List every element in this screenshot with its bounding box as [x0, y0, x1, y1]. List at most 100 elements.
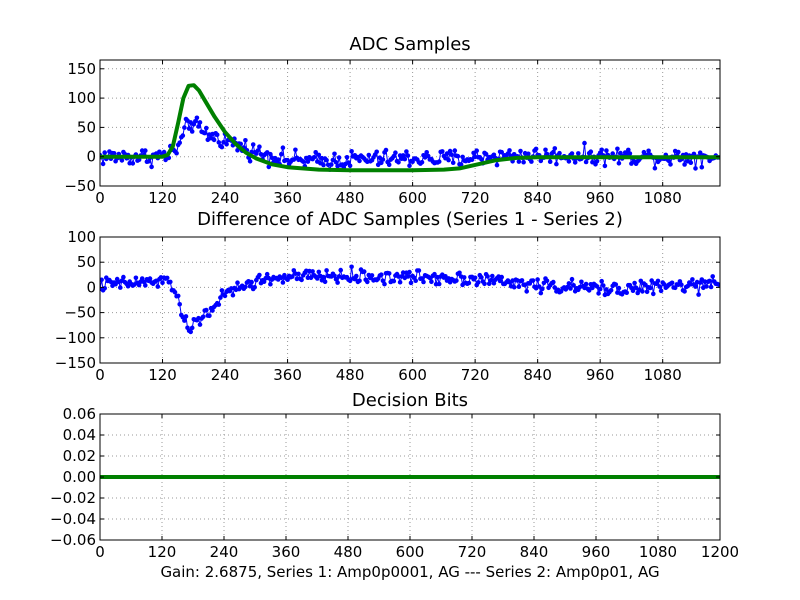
- data-point: [466, 280, 472, 286]
- y-tick-label: −100: [55, 329, 96, 347]
- data-point: [518, 148, 523, 154]
- data-point: [182, 125, 187, 130]
- data-point: [618, 150, 623, 156]
- x-tick-label: 720: [461, 189, 490, 207]
- data-point: [102, 150, 107, 155]
- data-point: [130, 161, 136, 166]
- data-point: [649, 278, 654, 283]
- data-point: [491, 280, 497, 286]
- data-point: [344, 155, 350, 160]
- x-tick-label: 1080: [644, 189, 682, 207]
- axes-frame: [99, 59, 721, 187]
- data-point: [444, 151, 450, 156]
- data-point: [216, 302, 222, 307]
- data-point: [630, 288, 636, 294]
- data-point: [119, 158, 125, 163]
- data-point: [338, 267, 344, 273]
- data-point: [679, 282, 684, 288]
- x-tick-label: 720: [458, 543, 487, 561]
- data-point: [543, 147, 548, 153]
- data-point: [102, 286, 107, 291]
- data-point: [655, 278, 661, 284]
- data-point: [230, 292, 236, 298]
- data-point: [197, 322, 203, 327]
- data-point: [400, 270, 406, 275]
- data-point: [214, 132, 220, 138]
- data-point: [601, 283, 606, 288]
- data-point: [247, 159, 253, 164]
- chart-adc-samples: ADC Samples 0 120 240 360 480 600 720 840 960 108…: [64, 34, 721, 207]
- data-point: [616, 161, 622, 166]
- data-point: [682, 289, 687, 294]
- data-point: [583, 159, 589, 165]
- data-point: [243, 284, 248, 290]
- y-tick-label: 150: [67, 60, 96, 78]
- data-point: [599, 147, 604, 153]
- data-point: [386, 162, 392, 168]
- data-point: [613, 282, 619, 287]
- data-point: [149, 164, 154, 170]
- x-tick-label: 480: [336, 189, 365, 207]
- data-point: [100, 277, 104, 283]
- data-point: [321, 274, 326, 280]
- x-tick-label: 0: [95, 543, 105, 561]
- data-point: [365, 279, 370, 285]
- data-point: [300, 159, 306, 164]
- data-point: [219, 144, 225, 150]
- x-tick-label: 240: [211, 366, 240, 384]
- data-point: [147, 276, 153, 281]
- x-tick-label: 1080: [639, 543, 677, 561]
- data-point: [404, 149, 409, 154]
- data-point: [257, 144, 262, 149]
- data-point: [329, 162, 334, 167]
- data-point: [143, 283, 148, 288]
- data-point: [294, 276, 300, 282]
- data-point: [551, 279, 556, 285]
- data-point: [189, 129, 195, 134]
- x-tick-label: 120: [148, 543, 177, 561]
- data-point: [460, 154, 465, 160]
- data-point: [479, 157, 484, 162]
- y-tick-label: 100: [67, 89, 96, 107]
- data-point: [405, 153, 411, 158]
- data-point: [332, 151, 337, 157]
- data-point: [632, 280, 637, 286]
- data-point: [161, 149, 167, 155]
- y-tick-label: 0.00: [63, 468, 96, 486]
- x-tick-label: 960: [582, 543, 611, 561]
- data-point: [180, 133, 186, 138]
- data-point: [536, 284, 542, 289]
- series-line-green: [100, 83, 720, 173]
- data-point: [568, 286, 573, 291]
- data-point: [476, 280, 481, 285]
- data-point: [357, 278, 362, 284]
- data-point: [647, 285, 653, 291]
- chart-title: ADC Samples: [349, 34, 470, 55]
- series-markers: [100, 115, 720, 172]
- data-point: [640, 289, 645, 294]
- data-point: [222, 293, 228, 299]
- data-point: [449, 152, 455, 157]
- data-point: [529, 159, 534, 164]
- axes-frame: [99, 236, 721, 364]
- x-tick-label: 480: [334, 543, 363, 561]
- data-point: [469, 157, 475, 162]
- data-point: [407, 163, 412, 168]
- data-point: [247, 283, 253, 289]
- y-tick-label: −0.02: [50, 489, 96, 507]
- data-point: [280, 280, 286, 285]
- y-tick-label: 100: [67, 228, 96, 246]
- chart-title: Decision Bits: [352, 390, 468, 411]
- series-markers: [100, 264, 720, 335]
- data-point: [218, 295, 223, 300]
- chart-decision-bits: Decision Bits 0 120 240 360 480 600 720 840 960 1…: [50, 390, 739, 561]
- x-tick-label: 1080: [644, 366, 682, 384]
- data-point: [646, 148, 651, 154]
- data-point: [264, 271, 270, 277]
- data-point: [554, 161, 559, 167]
- x-tick-label: 720: [461, 366, 490, 384]
- data-point: [494, 162, 500, 168]
- data-point: [608, 288, 614, 293]
- data-point: [413, 278, 419, 284]
- data-point: [379, 272, 384, 278]
